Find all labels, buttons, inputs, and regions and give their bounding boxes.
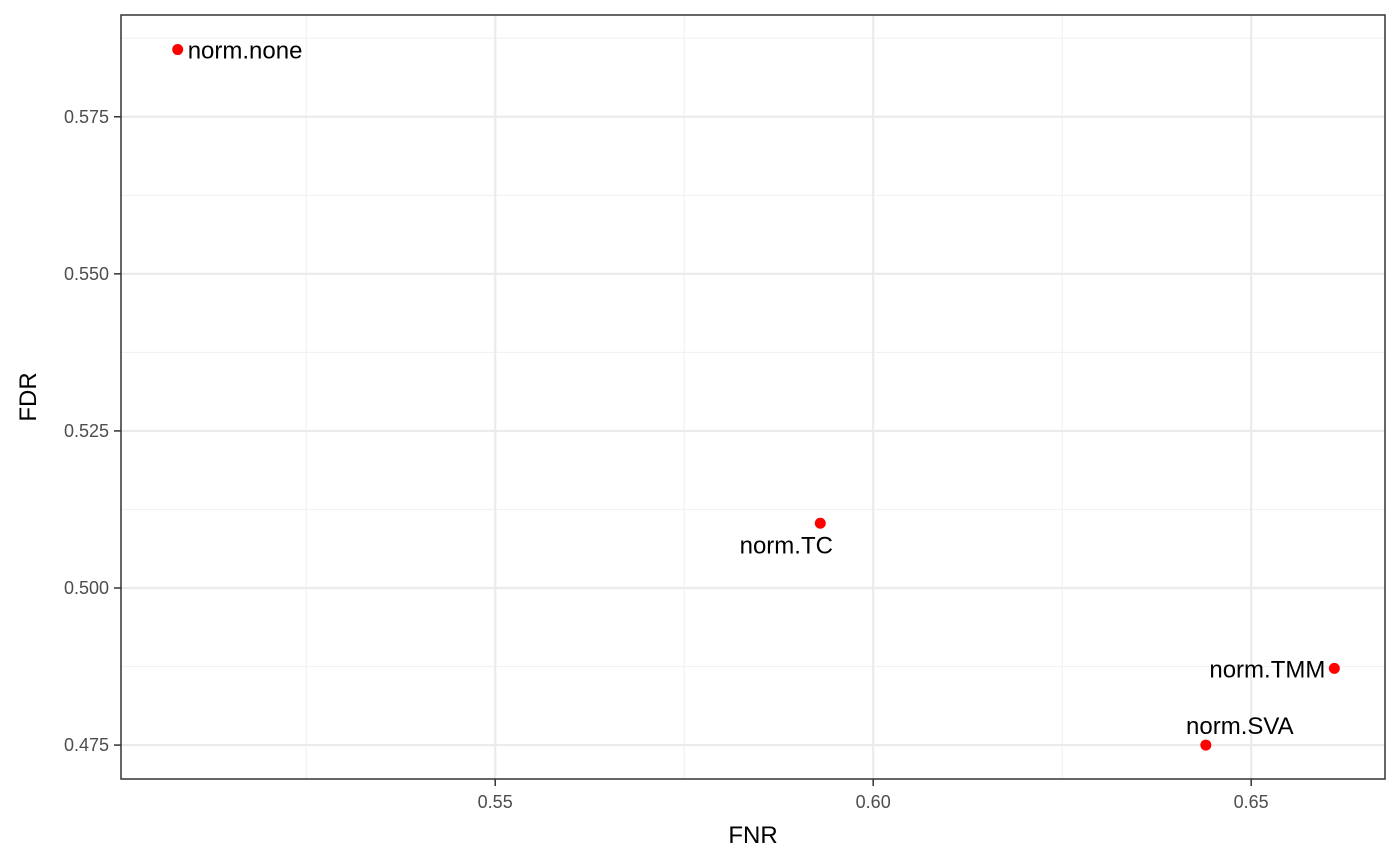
- data-points: [172, 44, 1340, 751]
- x-tick-label: 0.65: [1234, 792, 1269, 812]
- data-point: [1200, 739, 1212, 751]
- y-axis-title: FDR: [15, 372, 42, 421]
- point-label: norm.none: [188, 38, 303, 65]
- x-tick-label: 0.55: [478, 792, 513, 812]
- y-tick-label: 0.500: [64, 578, 109, 598]
- point-label: norm.TMM: [1209, 656, 1325, 683]
- major-gridlines: [121, 15, 1385, 779]
- minor-gridlines: [121, 15, 1385, 779]
- point-label: norm.TC: [740, 532, 833, 559]
- y-tick-label: 0.575: [64, 107, 109, 127]
- y-tick-label: 0.525: [64, 421, 109, 441]
- data-point: [1328, 662, 1340, 674]
- point-label: norm.SVA: [1186, 713, 1294, 740]
- x-axis-title: FNR: [728, 822, 777, 849]
- x-axis-ticks: 0.55 0.60 0.65: [478, 779, 1269, 812]
- plot-panel-background: [121, 15, 1385, 779]
- x-tick-label: 0.60: [856, 792, 891, 812]
- y-tick-label: 0.550: [64, 264, 109, 284]
- plot-panel-border: [120, 14, 1386, 780]
- point-labels: norm.none norm.TC norm.TMM norm.SVA: [188, 38, 1326, 741]
- data-point: [172, 44, 184, 56]
- y-tick-label: 0.475: [64, 735, 109, 755]
- data-point: [814, 517, 826, 529]
- y-axis-ticks: 0.475 0.500 0.525 0.550 0.575: [64, 107, 121, 755]
